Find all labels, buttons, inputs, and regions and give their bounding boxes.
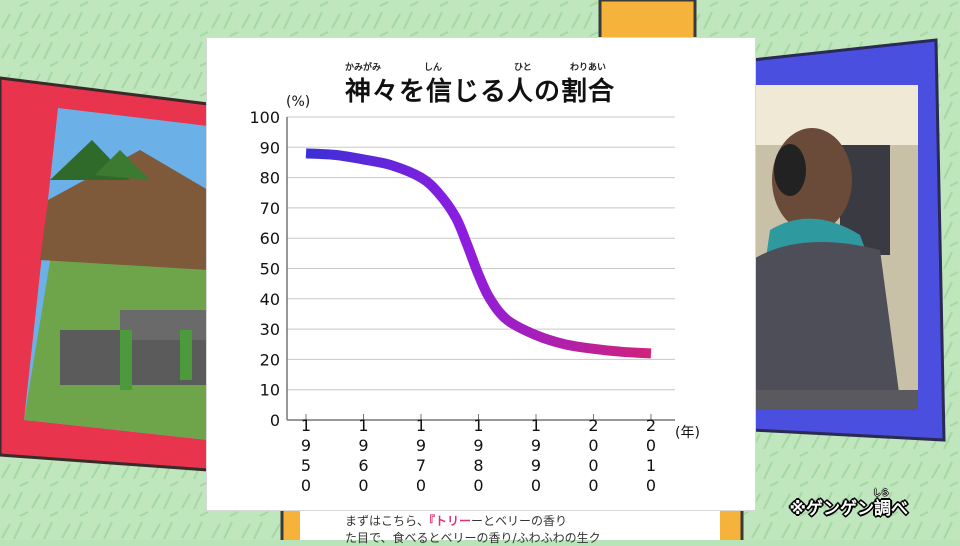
y-tick-label: 80 xyxy=(260,169,280,188)
x-unit-label: (年) xyxy=(675,425,700,441)
right-picture-frame xyxy=(750,38,946,442)
y-tick-label: 10 xyxy=(260,381,280,400)
y-unit-label: (%) xyxy=(286,94,310,110)
y-tick-label: 0 xyxy=(270,411,280,430)
background-note: まずはこちら、『トリーーとベリーの香り た目で、食べるとベリーの香り/ふわふわの… xyxy=(345,512,705,546)
y-tick-label: 20 xyxy=(260,350,280,369)
note-line2: た目で、食べるとベリーの香り/ふわふわの生ク xyxy=(345,531,601,545)
note-prefix: まずはこちら、 xyxy=(345,514,430,528)
left-picture-frame xyxy=(0,76,210,472)
chart-title: 神々を信じる人の割合 xyxy=(344,77,615,107)
credit-caption: ※ゲンゲン調べ xyxy=(789,499,908,519)
title-ruby-4: わりあい xyxy=(570,63,607,73)
title-ruby-2: しん xyxy=(424,63,443,73)
series-line xyxy=(305,148,652,359)
y-tick-label: 50 xyxy=(260,260,280,279)
title-ruby-1: かみがみ xyxy=(345,63,382,73)
y-tick-label: 70 xyxy=(260,199,280,218)
note-rest: ーとベリーの香り xyxy=(471,514,568,528)
y-tick-label: 100 xyxy=(249,108,280,127)
y-tick-label: 90 xyxy=(260,138,280,157)
y-tick-label: 60 xyxy=(260,229,280,248)
note-emph: 『トリー xyxy=(429,514,472,528)
credit-ruby: しら xyxy=(873,488,889,497)
y-tick-label: 30 xyxy=(260,320,280,339)
y-tick-label: 40 xyxy=(260,290,280,309)
title-ruby-3: ひと xyxy=(514,63,532,73)
